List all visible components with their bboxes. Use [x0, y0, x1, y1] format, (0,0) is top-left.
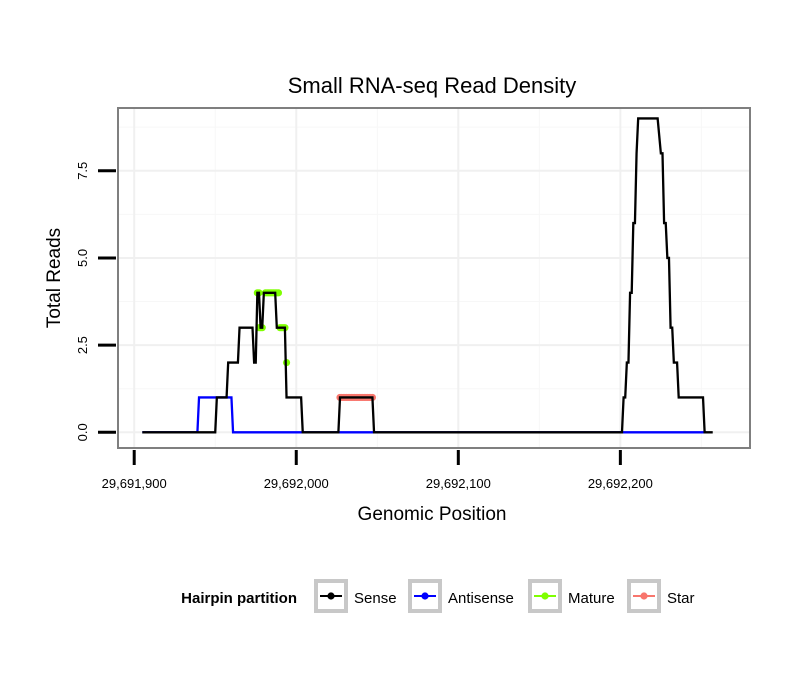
- series-layer: [142, 117, 713, 434]
- x-tick-label: 29,691,900: [102, 476, 167, 491]
- x-axis: 29,691,900 29,692,000 29,692,100 29,692,200: [102, 450, 653, 491]
- grid: [118, 108, 750, 448]
- x-tick-label: 29,692,000: [264, 476, 329, 491]
- y-tick-label: 5.0: [75, 249, 90, 267]
- chart-title: Small RNA-seq Read Density: [288, 73, 577, 98]
- series-line-sense: [142, 117, 713, 434]
- y-tick-label: 7.5: [75, 162, 90, 180]
- legend-key-point: [327, 592, 335, 600]
- y-tick-label: 0.0: [75, 423, 90, 441]
- y-axis: 0.0 2.5 5.0 7.5: [75, 162, 116, 441]
- legend-label-sense: Sense: [354, 590, 397, 607]
- legend-label-antisense: Antisense: [448, 590, 514, 607]
- series-point-mature: [274, 289, 283, 297]
- legend-label-star: Star: [667, 590, 695, 607]
- y-axis-label: Total Reads: [44, 228, 65, 328]
- legend-key-point: [640, 592, 648, 600]
- x-tick-label: 29,692,100: [426, 476, 491, 491]
- legend-key-point: [421, 592, 429, 600]
- legend-key-point: [541, 592, 549, 600]
- legend-label-mature: Mature: [568, 590, 615, 607]
- y-tick-label: 2.5: [75, 336, 90, 354]
- plot-panel: [118, 108, 750, 448]
- legend: Hairpin partition Sense Antisense Mature St…: [181, 579, 695, 613]
- x-tick-label: 29,692,200: [588, 476, 653, 491]
- x-axis-label: Genomic Position: [358, 504, 507, 525]
- plot-border: [117, 107, 751, 449]
- legend-title: Hairpin partition: [181, 590, 297, 607]
